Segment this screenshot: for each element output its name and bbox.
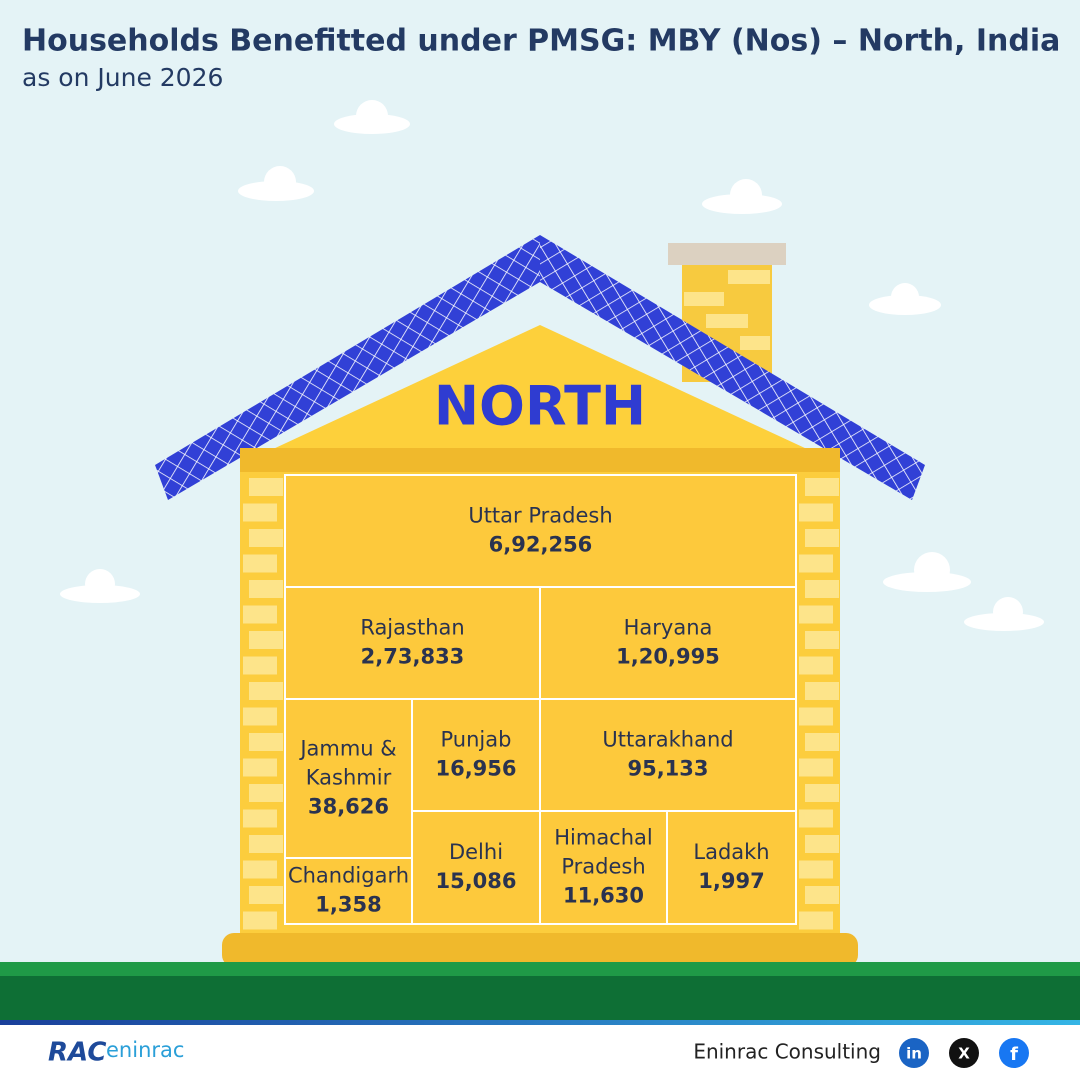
cell: [666, 810, 797, 925]
brick: [249, 733, 283, 751]
brick: [249, 784, 283, 802]
cell: [284, 586, 541, 700]
brick: [243, 656, 277, 675]
brick: [799, 809, 833, 828]
house-label: NORTH: [434, 375, 646, 438]
brick: [805, 733, 839, 751]
brick: [805, 835, 839, 853]
eave: [240, 448, 840, 472]
cell-name: Punjab: [441, 728, 512, 752]
brick: [243, 809, 277, 828]
company: Eninrac Consulting: [693, 1040, 881, 1064]
brick: [249, 631, 283, 649]
brick: [799, 656, 833, 675]
brick: [243, 758, 277, 777]
cell: [411, 810, 541, 925]
brick: [799, 554, 833, 573]
brick: [799, 860, 833, 879]
linkedin-label: in: [906, 1045, 922, 1063]
cell-value: 6,92,256: [489, 533, 593, 557]
brick: [249, 580, 283, 598]
roof-left: [155, 235, 540, 500]
brick: [805, 784, 839, 802]
cell: [539, 810, 668, 925]
brick: [243, 605, 277, 624]
cell-value: 16,956: [435, 757, 516, 781]
facebook-icon[interactable]: [999, 1038, 1029, 1068]
cell-name: Ladakh: [693, 840, 769, 864]
brick: [249, 682, 283, 700]
clouds: [60, 100, 1044, 631]
logo-rac: RAC: [48, 1038, 106, 1068]
logo-eninrac: eninrac: [106, 1038, 184, 1062]
x-icon[interactable]: [949, 1038, 979, 1068]
divider: [0, 1020, 1080, 1025]
brick: [805, 631, 839, 649]
brick: [249, 478, 283, 496]
cell-value: 95,133: [627, 757, 708, 781]
cell-name: Chandigarh: [288, 864, 409, 888]
cell: [411, 698, 541, 812]
cell: [539, 586, 797, 700]
brick: [805, 886, 839, 904]
grass: [0, 962, 1080, 976]
cell-value: 11,630: [563, 884, 644, 908]
cell-value: 38,626: [308, 795, 389, 819]
roof-right: [540, 235, 925, 500]
brick: [805, 682, 839, 700]
brick: [805, 478, 839, 496]
cell: [284, 698, 413, 859]
cell-name: Rajasthan: [360, 616, 464, 640]
brick: [799, 503, 833, 522]
cell-name: Pradesh: [561, 855, 645, 879]
brick: [243, 860, 277, 879]
brick: [799, 605, 833, 624]
cell-name: Kashmir: [306, 766, 392, 790]
cell-value: 1,997: [698, 869, 764, 893]
cell-name: Haryana: [624, 616, 713, 640]
subtitle: as on June 2026: [22, 63, 223, 92]
brick: [249, 835, 283, 853]
title: Households Benefitted under PMSG: MBY (N…: [22, 24, 1060, 59]
brick: [243, 707, 277, 726]
brick: [799, 707, 833, 726]
cell-name: Uttar Pradesh: [468, 504, 612, 528]
cell: [539, 698, 797, 812]
cell: [284, 474, 797, 588]
cell-value: 1,20,995: [616, 645, 720, 669]
cell-name: Uttarakhand: [602, 728, 733, 752]
brick: [243, 554, 277, 573]
brick: [243, 503, 277, 522]
foundation: [222, 933, 858, 967]
brick: [805, 580, 839, 598]
brick: [249, 529, 283, 547]
brick: [799, 758, 833, 777]
cell-name: Delhi: [449, 840, 503, 864]
cell-value: 2,73,833: [361, 645, 465, 669]
cell: [284, 857, 413, 925]
facebook-label: f: [1010, 1044, 1018, 1065]
brick: [799, 911, 833, 930]
wall-bricks: [243, 478, 839, 930]
cell-name: Himachal: [554, 826, 653, 850]
cells: Uttar Pradesh 6,92,256 Rajasthan 2,73,833 Ha…: [284, 474, 797, 925]
cell-value: 1,358: [315, 893, 381, 917]
brick: [243, 911, 277, 930]
cell-name: Jammu &: [298, 737, 396, 761]
cell-value: 15,086: [435, 869, 516, 893]
brick: [249, 886, 283, 904]
gable: [245, 325, 835, 462]
brick: [805, 529, 839, 547]
x-label: X: [958, 1045, 970, 1063]
linkedin-icon[interactable]: [899, 1038, 929, 1068]
